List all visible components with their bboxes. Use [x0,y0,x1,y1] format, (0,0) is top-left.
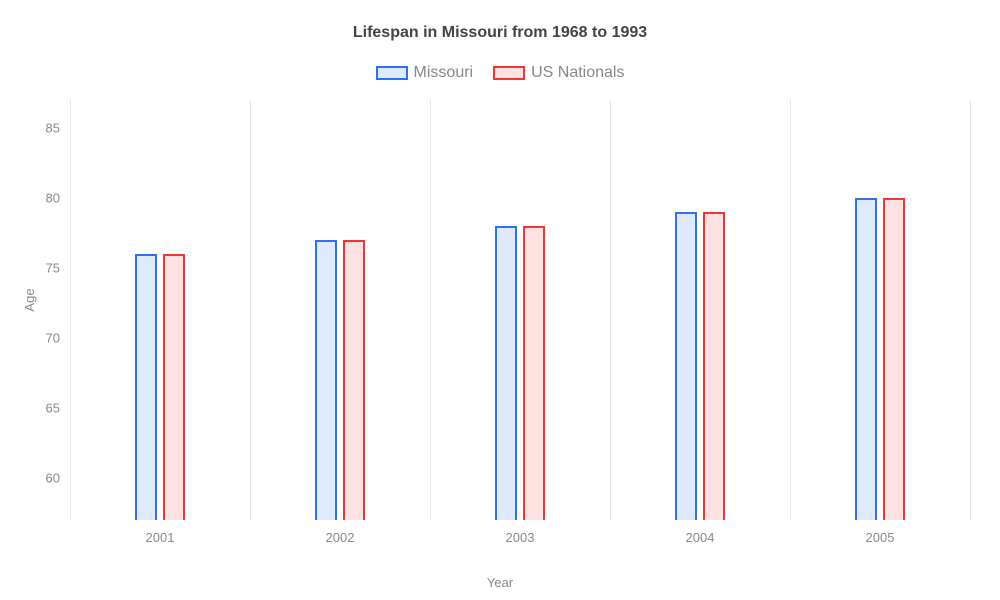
y-tick-label: 60 [46,471,70,486]
x-tick-label: 2003 [506,520,535,545]
grid-vertical [430,100,431,520]
y-tick-label: 70 [46,331,70,346]
y-tick-label: 65 [46,401,70,416]
grid-vertical [790,100,791,520]
y-tick-label: 80 [46,191,70,206]
x-axis-label: Year [487,575,513,590]
x-tick-label: 2005 [866,520,895,545]
grid-vertical [250,100,251,520]
bar-us-nationals [163,254,185,520]
plot-area: 60657075808520012002200320042005 [70,100,970,520]
bar-us-nationals [883,198,905,520]
bar-us-nationals [343,240,365,520]
legend-swatch-missouri [376,66,408,80]
legend-item-missouri: Missouri [376,64,474,82]
grid-vertical [70,100,71,520]
y-axis-label: Age [22,288,37,311]
legend: Missouri US Nationals [0,64,1000,82]
bar-us-nationals [703,212,725,520]
bar-missouri [135,254,157,520]
bar-missouri [675,212,697,520]
chart-title: Lifespan in Missouri from 1968 to 1993 [0,0,1000,42]
x-tick-label: 2004 [686,520,715,545]
legend-item-us-nationals: US Nationals [493,64,624,82]
grid-vertical [610,100,611,520]
bar-us-nationals [523,226,545,520]
grid-vertical [970,100,971,520]
bar-missouri [315,240,337,520]
legend-label-missouri: Missouri [414,64,474,82]
chart-container: Lifespan in Missouri from 1968 to 1993 M… [0,0,1000,600]
legend-label-us-nationals: US Nationals [531,64,624,82]
bar-missouri [495,226,517,520]
x-tick-label: 2002 [326,520,355,545]
legend-swatch-us-nationals [493,66,525,80]
y-tick-label: 75 [46,261,70,276]
bar-missouri [855,198,877,520]
x-tick-label: 2001 [146,520,175,545]
y-tick-label: 85 [46,121,70,136]
